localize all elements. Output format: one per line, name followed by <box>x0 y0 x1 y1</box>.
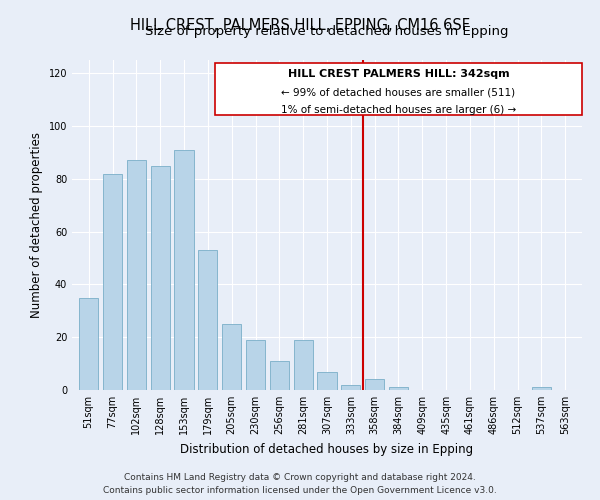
Bar <box>270 361 289 390</box>
Bar <box>317 372 337 390</box>
Bar <box>532 388 551 390</box>
Bar <box>79 298 98 390</box>
Text: HILL CREST PALMERS HILL: 342sqm: HILL CREST PALMERS HILL: 342sqm <box>287 69 509 79</box>
Bar <box>389 388 408 390</box>
Bar <box>151 166 170 390</box>
Title: Size of property relative to detached houses in Epping: Size of property relative to detached ho… <box>145 25 509 38</box>
Bar <box>127 160 146 390</box>
Bar <box>341 384 361 390</box>
Bar <box>103 174 122 390</box>
Bar <box>246 340 265 390</box>
Bar <box>293 340 313 390</box>
X-axis label: Distribution of detached houses by size in Epping: Distribution of detached houses by size … <box>181 442 473 456</box>
Text: 1% of semi-detached houses are larger (6) →: 1% of semi-detached houses are larger (6… <box>281 105 516 115</box>
Bar <box>175 150 194 390</box>
Text: ← 99% of detached houses are smaller (511): ← 99% of detached houses are smaller (51… <box>281 88 515 98</box>
Text: Contains HM Land Registry data © Crown copyright and database right 2024.
Contai: Contains HM Land Registry data © Crown c… <box>103 474 497 495</box>
Bar <box>222 324 241 390</box>
Bar <box>365 380 384 390</box>
Text: HILL CREST, PALMERS HILL, EPPING, CM16 6SF: HILL CREST, PALMERS HILL, EPPING, CM16 6… <box>130 18 470 32</box>
FancyBboxPatch shape <box>215 62 582 116</box>
Bar <box>199 250 217 390</box>
Y-axis label: Number of detached properties: Number of detached properties <box>30 132 43 318</box>
